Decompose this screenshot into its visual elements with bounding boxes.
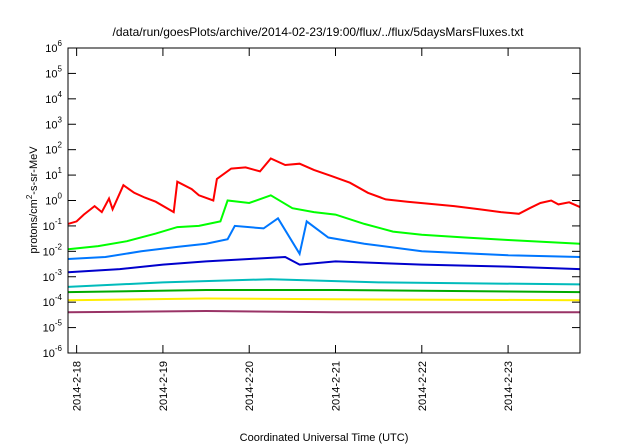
series-line-7 [67, 297, 581, 302]
y-tick-label: 103 [45, 115, 62, 131]
y-tick-base: 10 [45, 68, 57, 80]
y-axis-label-rest: -s-sr-MeV [28, 146, 40, 195]
y-tick-label: 105 [45, 64, 62, 80]
x-axis: 2014-2-18 2014-2-19 2014-2-20 2014-2-21 2014… [72, 48, 515, 411]
series-line-2 [67, 194, 581, 251]
x-tick-label: 2014-2-21 [331, 361, 343, 411]
y-tick-exponent: -4 [55, 293, 63, 302]
y-tick-base: 10 [45, 119, 57, 131]
y-tick-exponent: 3 [58, 115, 63, 124]
y-tick-base: 10 [43, 221, 55, 233]
y-tick-label: 10-3 [43, 268, 63, 284]
plot-frame [67, 47, 581, 354]
y-tick-label: 10-6 [43, 344, 63, 360]
series-line-8 [67, 309, 580, 314]
chart-title: /data/run/goesPlots/archive/2014-02-23/1… [113, 25, 525, 39]
y-axis: 10-610-510-410-310-210-11001011021031041… [43, 39, 580, 360]
y-axis-label: protons/cm2-s-sr-MeV [25, 146, 40, 254]
x-tick-label: 2014-2-19 [158, 361, 170, 411]
x-axis-label: Coordinated Universal Time (UTC) [240, 432, 409, 444]
series-line-4 [67, 255, 581, 274]
y-tick-label: 10-2 [43, 242, 63, 258]
x-tick-label: 2014-2-18 [72, 361, 84, 411]
y-tick-base: 10 [45, 145, 57, 157]
y-tick-label: 101 [45, 166, 62, 182]
y-tick-base: 10 [45, 196, 57, 208]
y-tick-label: 10-4 [43, 293, 63, 309]
y-tick-base: 10 [43, 348, 55, 360]
series-line-5 [67, 278, 581, 288]
y-tick-label: 104 [45, 90, 62, 106]
y-tick-base: 10 [45, 94, 57, 106]
y-tick-exponent: 5 [58, 64, 63, 73]
y-tick-exponent: 6 [58, 39, 63, 48]
y-tick-label: 100 [45, 192, 62, 208]
series-line-6 [67, 289, 581, 294]
y-tick-exponent: -5 [55, 319, 63, 328]
y-tick-exponent: 1 [58, 166, 63, 175]
y-tick-exponent: -6 [55, 344, 63, 353]
y-tick-label: 10-5 [43, 319, 63, 335]
y-tick-base: 10 [43, 297, 55, 309]
y-tick-exponent: -1 [55, 217, 63, 226]
x-tick-label: 2014-2-22 [417, 361, 429, 411]
y-tick-base: 10 [43, 246, 55, 258]
x-tick-label: 2014-2-23 [503, 361, 515, 411]
y-tick-exponent: -3 [55, 268, 63, 277]
y-tick-label: 10-1 [43, 217, 63, 233]
x-tick-label: 2014-2-20 [244, 361, 256, 411]
y-tick-base: 10 [43, 272, 55, 284]
y-tick-exponent: -2 [55, 242, 63, 251]
y-tick-base: 10 [43, 323, 55, 335]
y-tick-label: 106 [45, 39, 62, 55]
series-line-3 [67, 216, 581, 260]
y-tick-exponent: 4 [58, 90, 63, 99]
series-layer [67, 157, 581, 314]
y-tick-exponent: 0 [58, 192, 63, 201]
y-tick-base: 10 [45, 43, 57, 55]
y-axis-label-main: protons/cm [28, 199, 40, 253]
y-tick-exponent: 2 [58, 141, 63, 150]
y-axis-label-sup: 2 [25, 194, 34, 199]
series-line-1 [67, 157, 581, 225]
y-tick-label: 102 [45, 141, 62, 157]
y-tick-base: 10 [45, 170, 57, 182]
